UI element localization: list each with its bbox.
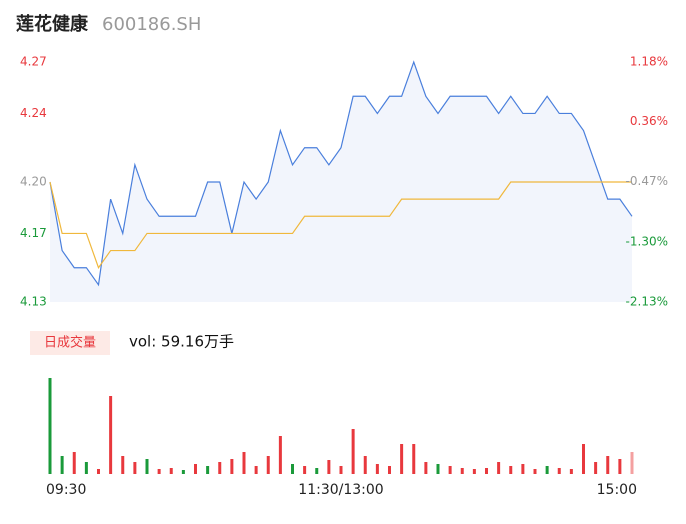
volume-bar	[412, 444, 416, 474]
volume-bar	[48, 378, 52, 474]
volume-bar	[315, 468, 319, 474]
volume-annotation: vol: 59.16万手	[129, 333, 234, 351]
volume-bar	[291, 464, 294, 474]
volume-bar	[194, 464, 197, 474]
volume-bar	[485, 468, 488, 474]
volume-bar	[109, 396, 113, 474]
volume-bar	[497, 462, 501, 474]
volume-title: 日成交量	[44, 335, 96, 351]
volume-bar	[339, 466, 343, 474]
y-tick-label: 4.27	[20, 55, 47, 69]
price-line	[49, 60, 633, 287]
y2-tick-label: -1.30%	[626, 234, 668, 248]
volume-bar	[545, 466, 549, 474]
volume-bar	[582, 444, 585, 474]
volume-bar	[230, 459, 234, 474]
volume-bar	[388, 466, 391, 474]
y2-tick-label: -2.13%	[626, 295, 668, 309]
average-line	[49, 181, 632, 270]
volume-bar	[84, 462, 88, 474]
volume-bar	[424, 462, 428, 474]
volume-bar	[121, 456, 125, 474]
volume-bar	[569, 469, 573, 474]
x-tick-label: 09:30	[46, 482, 86, 498]
volume-bar	[618, 459, 622, 474]
volume-bar	[278, 436, 282, 474]
volume-bar	[363, 456, 367, 474]
volume-bar	[448, 466, 452, 474]
x-tick-label: 11:30/13:00	[298, 482, 383, 498]
y-tick-label: 4.24	[20, 106, 47, 120]
volume-bar	[630, 452, 634, 474]
volume-bar	[327, 460, 331, 474]
volume-bar	[157, 469, 161, 474]
x-tick-label: 15:00	[597, 482, 637, 498]
volume-bar	[509, 466, 513, 474]
stock-code: 600186.SH	[102, 14, 201, 35]
volume-bar	[242, 452, 246, 474]
volume-bar	[533, 469, 537, 474]
volume-bar	[97, 469, 100, 474]
volume-bar	[594, 462, 598, 474]
volume-bar	[375, 464, 379, 474]
volume-bar	[557, 468, 561, 474]
y-tick-label: 4.13	[20, 295, 47, 309]
volume-bar	[400, 444, 404, 474]
volume-bar	[60, 456, 64, 474]
volume-bar	[351, 429, 355, 474]
volume-bar	[218, 462, 222, 474]
volume-bar	[303, 466, 307, 474]
volume-bar	[472, 469, 476, 474]
y2-tick-label: 1.18%	[630, 55, 668, 69]
price-area	[50, 62, 632, 302]
volume-bar	[254, 466, 258, 474]
volume-bar	[169, 468, 173, 474]
y2-tick-label: -0.47%	[626, 174, 668, 188]
volume-bar	[460, 468, 464, 474]
volume-bar	[181, 470, 185, 474]
stock-name: 莲花健康	[16, 13, 89, 35]
volume-bar	[606, 456, 610, 474]
volume-bar	[133, 462, 137, 474]
volume-bar	[145, 459, 149, 474]
volume-bar	[206, 466, 210, 474]
volume-bar	[266, 456, 270, 474]
y2-tick-label: 0.36%	[630, 114, 668, 128]
y-tick-label: 4.20	[20, 175, 47, 189]
volume-badge	[30, 331, 110, 355]
volume-bar	[436, 464, 440, 474]
volume-bar	[72, 452, 76, 474]
volume-bar	[521, 464, 525, 474]
y-tick-label: 4.17	[20, 226, 47, 240]
